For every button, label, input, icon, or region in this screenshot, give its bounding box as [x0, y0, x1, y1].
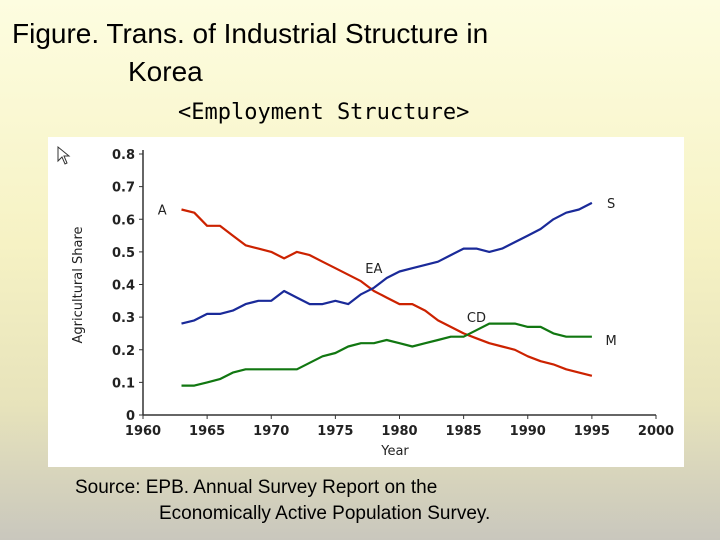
y-tick-label: 0.1 [112, 376, 135, 391]
x-axis-title: Year [380, 444, 409, 459]
y-tick-label: 0.2 [112, 344, 135, 359]
cursor-arrow-icon [57, 145, 71, 165]
figure-title-line-2: Korea [128, 56, 203, 87]
chart-annotations: A S M EA CD [158, 197, 617, 349]
source-note: Source: EPB. Annual Survey Report on the… [75, 475, 490, 527]
series-line-s [181, 201, 593, 325]
line-chart: 0 0.1 0.2 0.3 0.4 0.5 0.6 0.7 0.8 1960 1965 1970 197… [57, 145, 674, 459]
y-tick-label: 0.5 [112, 246, 135, 261]
x-tick-label: 1995 [574, 424, 610, 439]
series-line-m [181, 322, 592, 387]
source-line-1: Source: EPB. Annual Survey Report on the [75, 477, 438, 498]
x-tick-label: 2000 [638, 424, 674, 439]
annotation-label: S [607, 197, 615, 212]
x-tick-label: 1960 [125, 424, 161, 439]
y-tick-label: 0.7 [112, 181, 135, 196]
x-tick-label: 1965 [189, 424, 225, 439]
y-axis-title: Agricultural Share [71, 226, 86, 343]
series-line-a [181, 208, 593, 377]
y-tick-label: 0 [126, 409, 135, 424]
figure-subtitle: <Employment Structure> [178, 100, 470, 125]
y-tick-label: 0.6 [112, 213, 135, 228]
y-tick-label: 0.4 [112, 279, 135, 294]
y-tick-label: 0.3 [112, 311, 135, 326]
annotation-label: M [606, 334, 617, 349]
source-line-2: Economically Active Population Survey. [159, 503, 491, 524]
annotation-label: A [158, 203, 167, 218]
x-tick-label: 1985 [446, 424, 482, 439]
x-tick-label: 1970 [253, 424, 289, 439]
chart-panel: 0 0.1 0.2 0.3 0.4 0.5 0.6 0.7 0.8 1960 1965 1970 197… [48, 137, 684, 467]
annotation-label: EA [365, 262, 382, 277]
y-tick-label: 0.8 [112, 148, 135, 163]
x-tick-label: 1975 [317, 424, 353, 439]
chart-axes: 0 0.1 0.2 0.3 0.4 0.5 0.6 0.7 0.8 1960 1965 1970 197… [112, 148, 674, 439]
chart-series [181, 201, 593, 387]
figure-title-line-1: Figure. Trans. of Industrial Structure i… [12, 18, 489, 49]
x-tick-label: 1990 [510, 424, 546, 439]
annotation-label: CD [467, 311, 486, 326]
x-tick-label: 1980 [381, 424, 417, 439]
